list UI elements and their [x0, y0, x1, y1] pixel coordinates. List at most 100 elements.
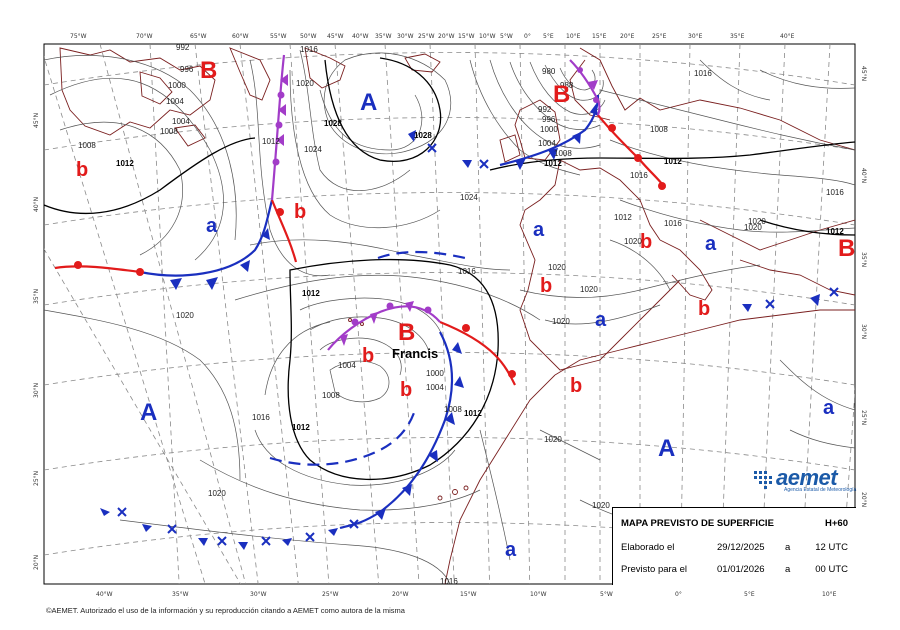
- isobar-label: 1016: [694, 69, 712, 78]
- weak-low-label: b: [540, 275, 552, 297]
- weak-high-label: a: [705, 233, 717, 255]
- lon-label: 60°W: [232, 33, 249, 40]
- isobar-label: 996: [542, 115, 556, 124]
- isobar-label: 1012: [292, 423, 310, 432]
- isobar-label: 1008: [160, 127, 178, 136]
- lon-label: 25°E: [652, 33, 667, 40]
- isobar-label: 1020: [748, 217, 766, 226]
- issued-time: 12 UTC: [815, 542, 848, 553]
- high-pressure-label: A: [140, 399, 157, 426]
- lat-label: 20°N: [860, 492, 867, 507]
- lat-label: 25°N: [33, 471, 40, 486]
- valid-time: 00 UTC: [815, 564, 848, 575]
- isobar-label: 1020: [552, 317, 570, 326]
- lon-label: 45°W: [327, 33, 344, 40]
- isobar-label: 1016: [826, 188, 844, 197]
- lon-label: 15°E: [592, 33, 607, 40]
- low-pressure-label: B: [200, 57, 217, 84]
- issued-sep: a: [785, 542, 791, 553]
- lon-label: 30°W: [250, 591, 267, 598]
- weak-low-label: b: [698, 298, 710, 320]
- isobar-label: 1004: [166, 97, 184, 106]
- weak-high-label: a: [505, 539, 517, 561]
- isobar-label: 1016: [664, 219, 682, 228]
- isobar-label: 1016: [300, 45, 318, 54]
- isobar-label: 1012: [116, 159, 134, 168]
- weak-low-label: b: [570, 375, 582, 397]
- weak-high-label: a: [595, 309, 607, 331]
- lon-label: 35°W: [375, 33, 392, 40]
- weak-high-label: a: [823, 397, 835, 419]
- storm-name: Francis: [392, 346, 438, 361]
- isobar-label: 1008: [650, 125, 668, 134]
- weak-low-label: b: [362, 345, 374, 367]
- isobar-label: 1016: [440, 577, 458, 586]
- lon-label: 5°E: [744, 591, 755, 598]
- lat-label: 40°N: [860, 168, 867, 183]
- isobar-label: 1004: [538, 139, 556, 148]
- aemet-logo-wordmark: aemet: [776, 465, 838, 490]
- isobar-label: 1020: [744, 223, 762, 232]
- isobar-label: 992: [538, 105, 552, 114]
- lon-label: 0°: [675, 591, 682, 598]
- lon-label: 35°E: [730, 33, 745, 40]
- isobar-label: 992: [176, 43, 190, 52]
- isobars: [44, 49, 855, 584]
- lon-label: 30°W: [397, 33, 414, 40]
- forecast-step: H+60: [825, 518, 848, 529]
- isobar-labels: 992 996 1000 1004 1008 1012 1008 1016 10…: [78, 43, 844, 586]
- isobar-label: 1008: [78, 141, 96, 150]
- weak-high-label: a: [206, 215, 218, 237]
- lon-label: 40°W: [352, 33, 369, 40]
- isobar-label: 1024: [304, 145, 322, 154]
- isobar-label: 1000: [540, 125, 558, 134]
- isobar-label: 1012: [664, 157, 682, 166]
- lat-label: 45°N: [33, 113, 40, 128]
- issued-date: 29/12/2025: [717, 542, 765, 553]
- low-pressure-label: B: [553, 81, 570, 108]
- lat-label: 25°N: [860, 410, 867, 425]
- isobar-label: 1020: [176, 311, 194, 320]
- lon-label: 5°W: [500, 33, 513, 40]
- lon-label: 0°: [524, 33, 531, 40]
- isobar-label: 1016: [458, 267, 476, 276]
- left-latitude-labels: 45°N 40°N 35°N 30°N 25°N 20°N: [33, 113, 40, 570]
- isobar-label: 980: [542, 67, 556, 76]
- isobar-label: 1020: [580, 285, 598, 294]
- lat-label: 20°N: [33, 555, 40, 570]
- valid-label: Previsto para el: [621, 564, 688, 575]
- warm-fronts: [54, 114, 666, 386]
- lat-label: 45°N: [860, 66, 867, 81]
- aemet-logo-subtitle: Agencia Estatal de Meteorología: [784, 487, 857, 493]
- cold-fronts: [139, 94, 600, 530]
- isobar-label: 1020: [548, 263, 566, 272]
- high-pressure-label: A: [360, 89, 377, 116]
- isobar-label: 1028: [324, 119, 342, 128]
- lon-label: 10°W: [479, 33, 496, 40]
- isobar-label: 1016: [630, 171, 648, 180]
- troughs: [269, 250, 466, 466]
- lon-label: 10°E: [566, 33, 581, 40]
- aemet-logo-icon: [754, 471, 772, 489]
- convergence-lines: [100, 130, 839, 550]
- aemet-logo: aemet Agencia Estatal de Meteorología: [752, 465, 862, 497]
- lon-label: 25°W: [322, 591, 339, 598]
- isobar-label: 1012: [464, 409, 482, 418]
- info-title-row: MAPA PREVISTO DE SUPERFICIE H+60: [621, 518, 848, 532]
- lon-label: 20°W: [438, 33, 455, 40]
- coastlines: [59, 47, 855, 584]
- isobar-label: 1020: [544, 435, 562, 444]
- pressure-systems: B A B B A A B b b b b b b b b a a a a a …: [76, 57, 855, 561]
- lon-label: 40°E: [780, 33, 795, 40]
- valid-date: 01/01/2026: [717, 564, 765, 575]
- isobar-label: 1012: [544, 159, 562, 168]
- lon-label: 5°W: [600, 591, 613, 598]
- bottom-longitude-labels: 40°W 35°W 30°W 25°W 20°W 15°W 10°W 5°W 0…: [96, 591, 837, 598]
- lat-label: 30°N: [33, 383, 40, 398]
- isobars-1012: [44, 57, 855, 481]
- isobar-label: 1004: [426, 383, 444, 392]
- lon-label: 30°E: [688, 33, 703, 40]
- isobar-label: 1020: [296, 79, 314, 88]
- isobar-label: 1020: [208, 489, 226, 498]
- low-pressure-label: B: [838, 235, 855, 262]
